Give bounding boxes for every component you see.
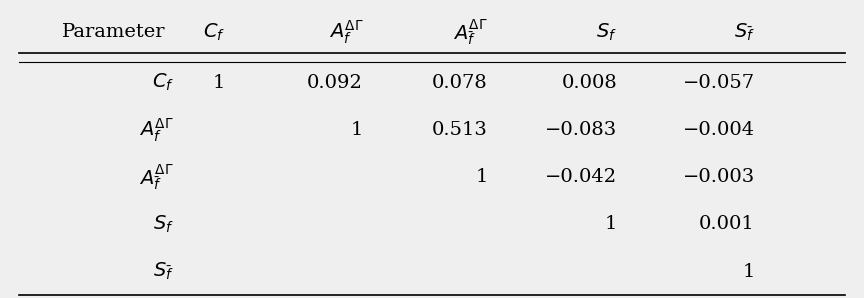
Text: $A_f^{\Delta\Gamma}$: $A_f^{\Delta\Gamma}$ (139, 116, 174, 144)
Text: $A_{\bar{f}}^{\Delta\Gamma}$: $A_{\bar{f}}^{\Delta\Gamma}$ (139, 162, 174, 192)
Text: 0.008: 0.008 (562, 74, 617, 91)
Text: 1: 1 (605, 215, 617, 233)
Text: −0.004: −0.004 (683, 121, 755, 139)
Text: 0.092: 0.092 (308, 74, 363, 91)
Text: −0.042: −0.042 (545, 168, 617, 186)
Text: Parameter: Parameter (61, 23, 165, 41)
Text: $A_f^{\Delta\Gamma}$: $A_f^{\Delta\Gamma}$ (328, 19, 363, 46)
Text: 1: 1 (351, 121, 363, 139)
Text: 0.513: 0.513 (432, 121, 488, 139)
Text: 0.001: 0.001 (699, 215, 755, 233)
Text: $C_f$: $C_f$ (203, 22, 226, 43)
Text: $S_{\bar{f}}$: $S_{\bar{f}}$ (734, 22, 755, 43)
Text: 1: 1 (475, 168, 488, 186)
Text: 1: 1 (213, 74, 226, 91)
Text: 0.078: 0.078 (432, 74, 488, 91)
Text: $A_{\bar{f}}^{\Delta\Gamma}$: $A_{\bar{f}}^{\Delta\Gamma}$ (454, 18, 488, 47)
Text: $C_f$: $C_f$ (151, 72, 174, 93)
Text: $S_{\bar{f}}$: $S_{\bar{f}}$ (153, 261, 174, 282)
Text: −0.057: −0.057 (683, 74, 755, 91)
Text: 1: 1 (742, 263, 755, 280)
Text: $S_f$: $S_f$ (596, 22, 617, 43)
Text: $S_f$: $S_f$ (153, 214, 174, 235)
Text: −0.003: −0.003 (683, 168, 755, 186)
Text: −0.083: −0.083 (545, 121, 617, 139)
